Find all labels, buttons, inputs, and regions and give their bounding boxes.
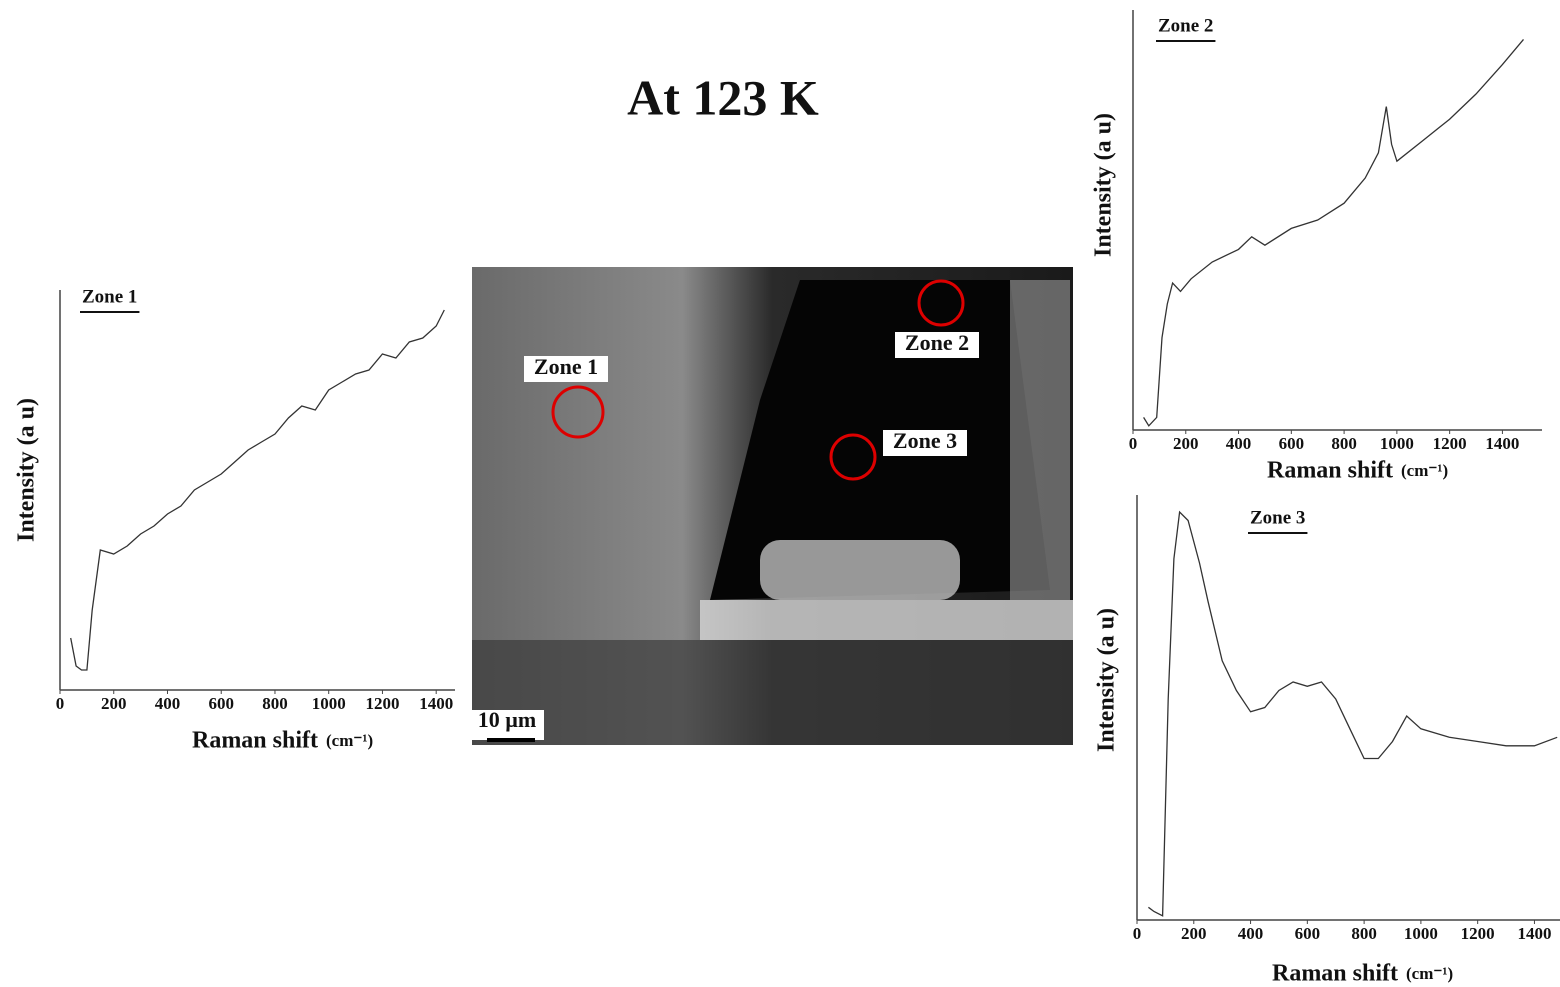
x-tick-label: 400 [1226,434,1252,453]
x-tick-label: 200 [101,694,127,713]
x-tick-label: 400 [155,694,181,713]
chart-title: Zone 2 [1158,15,1213,36]
chart-title: Zone 1 [82,286,137,307]
zone-label: Zone 2 [905,330,969,355]
y-axis-label: Intensity (a u) [14,398,40,542]
x-tick-label: 1200 [1461,924,1495,943]
x-tick-label: 400 [1238,924,1264,943]
y-axis-label: Intensity (a u) [1091,113,1117,257]
zone-marker [829,433,877,481]
sem-feature [1010,280,1070,600]
sem-feature [700,600,1073,640]
sem-image: Zone 1 Zone 2 Zone 3 10 µm [470,267,1073,745]
sem-feature [472,640,1073,745]
zone-label: Zone 3 [893,428,957,453]
x-axis-label: Raman shift [1272,961,1398,987]
x-tick-label: 0 [1133,924,1142,943]
label-box [883,430,967,456]
zone-label: Zone 1 [534,354,598,379]
x-tick-label: 600 [1295,924,1321,943]
zone-marker [551,385,605,439]
x-tick-label: 600 [1279,434,1305,453]
x-tick-label: 1000 [312,694,346,713]
sem-feature [760,540,960,600]
x-tick-label: 1400 [1485,434,1519,453]
zone-marker [917,279,965,327]
x-tick-label: 800 [1351,924,1377,943]
x-tick-label: 1200 [365,694,399,713]
x-tick-label: 1000 [1380,434,1414,453]
line-series [1143,38,1524,427]
x-tick-label: 1400 [1517,924,1551,943]
sem-pit [710,280,1050,600]
x-tick-label: 800 [1331,434,1357,453]
x-tick-label: 1200 [1433,434,1467,453]
x-tick-label: 0 [1129,434,1138,453]
label-box [895,332,979,358]
x-tick-label: 200 [1173,434,1199,453]
label-box [470,710,544,740]
scale-bar-label: 10 µm [478,707,537,732]
x-tick-label: 1000 [1404,924,1438,943]
figure-title: At 123 K [627,69,819,125]
x-axis-label: Raman shift [192,728,318,754]
x-axis-unit: (cm⁻¹) [1406,964,1453,983]
line-series [1148,510,1558,917]
x-axis-label: Raman shift [1267,458,1393,484]
x-tick-label: 200 [1181,924,1207,943]
x-tick-label: 800 [262,694,288,713]
x-axis-unit: (cm⁻¹) [1401,461,1448,480]
label-box [524,356,608,382]
x-axis-unit: (cm⁻¹) [326,731,373,750]
x-tick-label: 0 [56,694,65,713]
line-series [70,309,445,671]
x-tick-label: 1400 [419,694,453,713]
y-axis-label: Intensity (a u) [1094,608,1120,752]
x-tick-label: 600 [208,694,234,713]
chart-title: Zone 3 [1250,507,1305,528]
